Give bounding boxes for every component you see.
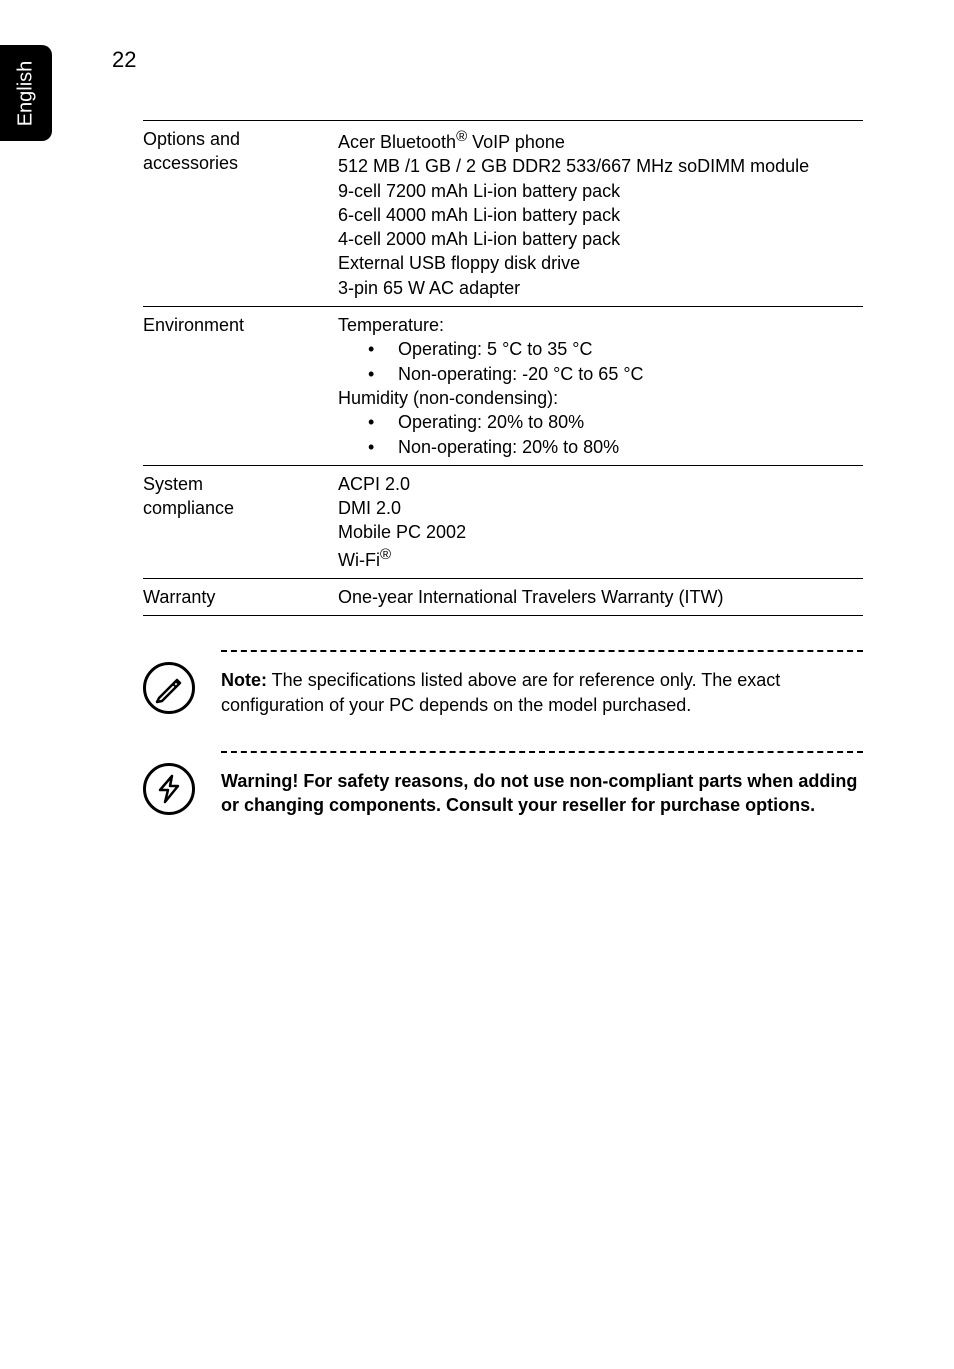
- system-value-1: ACPI 2.0: [338, 472, 863, 496]
- system-label-l1: System: [143, 474, 203, 494]
- env-bullets-1: Operating: 5 °C to 35 °C Non-operating: …: [338, 337, 863, 386]
- env-bullets-2: Operating: 20% to 80% Non-operating: 20%…: [338, 410, 863, 459]
- sup: ®: [380, 546, 391, 563]
- env-bullet: Non-operating: -20 °C to 65 °C: [368, 362, 863, 386]
- options-value-1: Acer Bluetooth® VoIP phone: [338, 127, 863, 154]
- row-options: Options and accessories Acer Bluetooth® …: [143, 121, 863, 307]
- options-label: Options and accessories: [143, 121, 338, 307]
- warranty-label: Warranty: [143, 579, 338, 616]
- options-value-5: 4-cell 2000 mAh Li-ion battery pack: [338, 227, 863, 251]
- system-value-4: Wi-Fi®: [338, 545, 863, 572]
- env-bullet: Operating: 20% to 80%: [368, 410, 863, 434]
- dash-line: [221, 745, 863, 759]
- side-tab-label: English: [15, 60, 38, 126]
- system-values: ACPI 2.0 DMI 2.0 Mobile PC 2002 Wi-Fi®: [338, 465, 863, 578]
- options-values: Acer Bluetooth® VoIP phone 512 MB /1 GB …: [338, 121, 863, 307]
- warning-icon: [143, 763, 195, 815]
- note-block: Note: The specifications listed above ar…: [143, 644, 863, 717]
- env-bullet: Operating: 5 °C to 35 °C: [368, 337, 863, 361]
- text: VoIP phone: [467, 132, 565, 152]
- dash-line: [221, 644, 863, 658]
- options-label-l1: Options and: [143, 129, 240, 149]
- options-value-2: 512 MB /1 GB / 2 GB DDR2 533/667 MHz soD…: [338, 154, 863, 178]
- row-environment: Environment Temperature: Operating: 5 °C…: [143, 307, 863, 466]
- text: Acer Bluetooth: [338, 132, 456, 152]
- note-text: Note: The specifications listed above ar…: [221, 668, 863, 717]
- note-icon: [143, 662, 195, 714]
- options-value-6: External USB floppy disk drive: [338, 251, 863, 275]
- options-label-l2: accessories: [143, 153, 238, 173]
- system-value-3: Mobile PC 2002: [338, 520, 863, 544]
- environment-label: Environment: [143, 307, 338, 466]
- spec-table: Options and accessories Acer Bluetooth® …: [143, 120, 863, 616]
- system-label: System compliance: [143, 465, 338, 578]
- note-bold: Note:: [221, 670, 267, 690]
- env-heading-1: Temperature:: [338, 313, 863, 337]
- warranty-value: One-year International Travelers Warrant…: [338, 579, 863, 616]
- system-label-l2: compliance: [143, 498, 234, 518]
- sup: ®: [456, 128, 467, 145]
- note-body: The specifications listed above are for …: [221, 670, 780, 714]
- pencil-icon: [152, 671, 186, 705]
- env-heading-2: Humidity (non-condensing):: [338, 386, 863, 410]
- side-tab: English: [0, 45, 52, 141]
- row-system: System compliance ACPI 2.0 DMI 2.0 Mobil…: [143, 465, 863, 578]
- options-value-4: 6-cell 4000 mAh Li-ion battery pack: [338, 203, 863, 227]
- content-area: Options and accessories Acer Bluetooth® …: [143, 120, 863, 818]
- page-number: 22: [112, 47, 136, 73]
- system-value-2: DMI 2.0: [338, 496, 863, 520]
- text: Wi-Fi: [338, 550, 380, 570]
- lightning-icon: [152, 772, 186, 806]
- options-value-7: 3-pin 65 W AC adapter: [338, 276, 863, 300]
- env-bullet: Non-operating: 20% to 80%: [368, 435, 863, 459]
- environment-values: Temperature: Operating: 5 °C to 35 °C No…: [338, 307, 863, 466]
- options-value-3: 9-cell 7200 mAh Li-ion battery pack: [338, 179, 863, 203]
- warning-text: Warning! For safety reasons, do not use …: [221, 769, 863, 818]
- warning-block: Warning! For safety reasons, do not use …: [143, 745, 863, 818]
- row-warranty: Warranty One-year International Traveler…: [143, 579, 863, 616]
